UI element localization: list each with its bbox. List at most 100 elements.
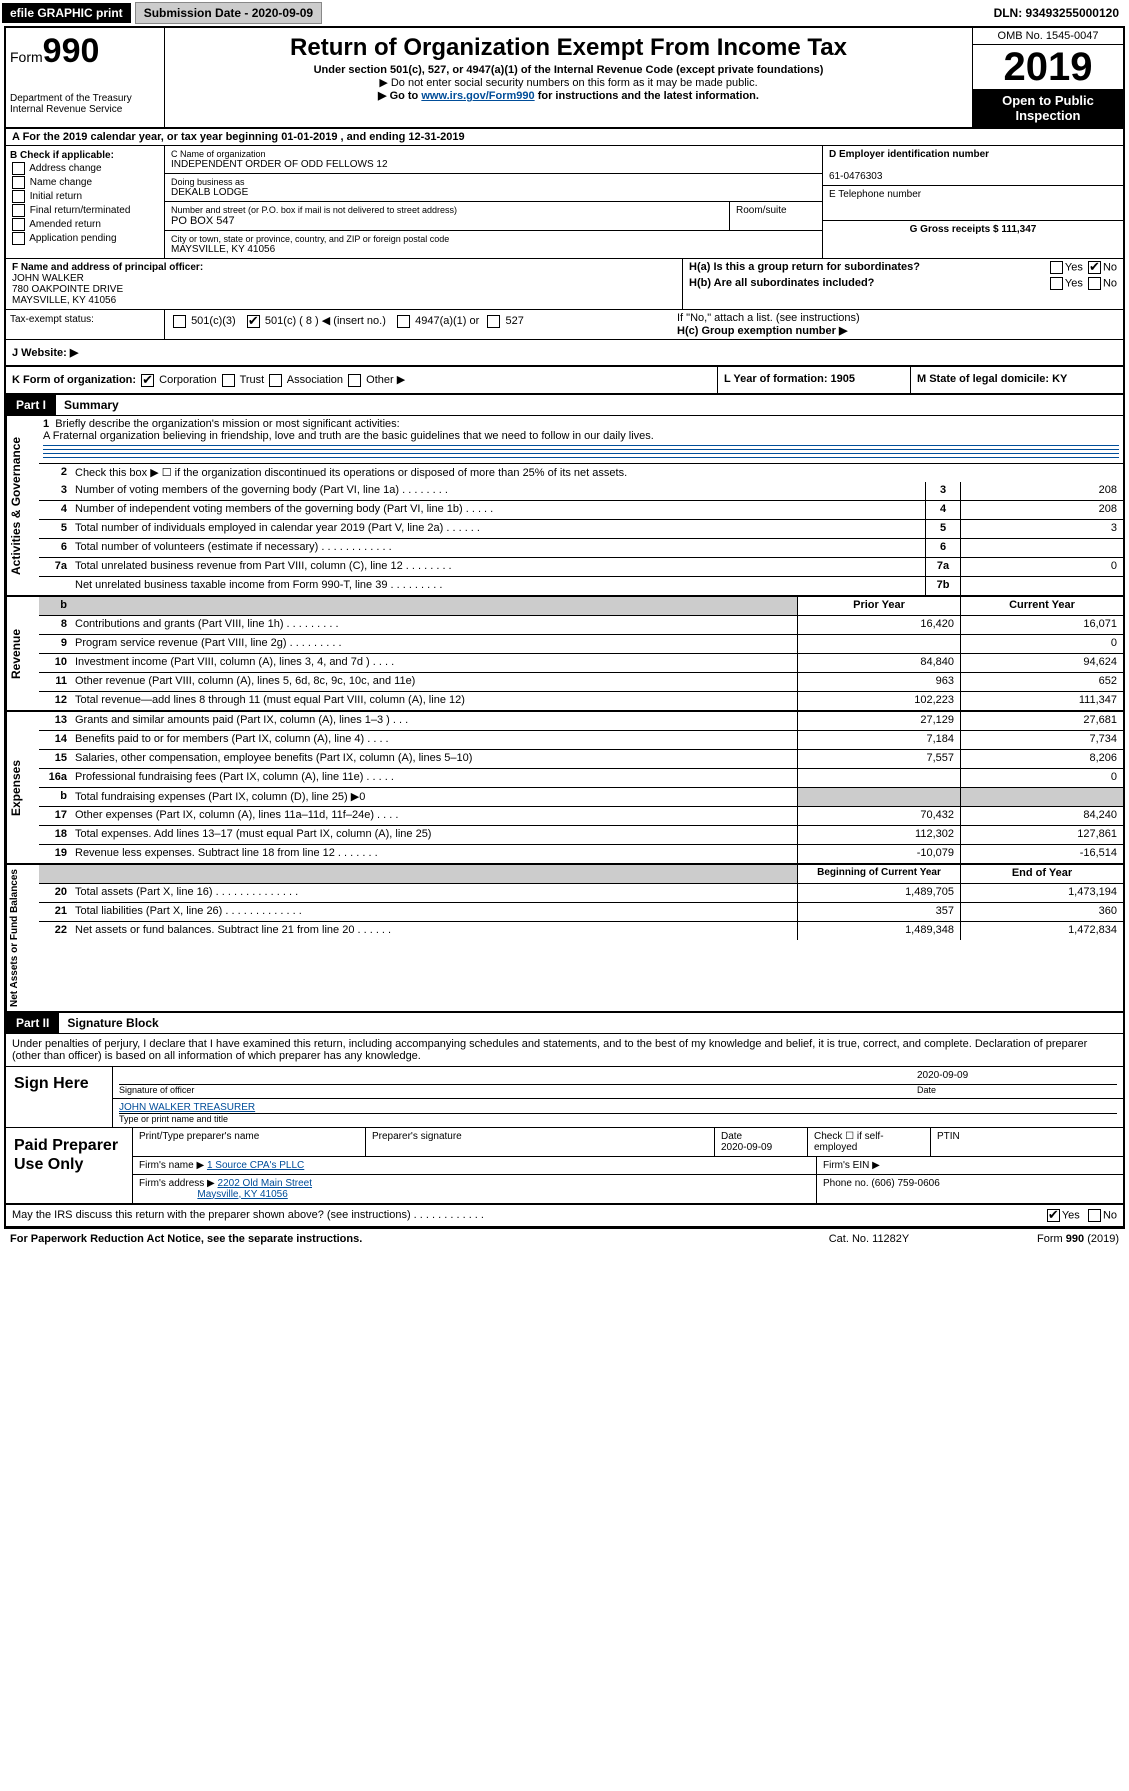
- line-num: 12: [39, 692, 71, 710]
- line-prior: [797, 788, 960, 806]
- firm-name-link[interactable]: 1 Source CPA's PLLC: [207, 1160, 304, 1171]
- opt-527[interactable]: 527: [505, 315, 523, 327]
- line-prior: 7,184: [797, 731, 960, 749]
- submission-date-button[interactable]: Submission Date - 2020-09-09: [135, 2, 322, 24]
- subtitle-2: ▶ Do not enter social security numbers o…: [169, 76, 968, 89]
- expenses-block: Expenses 13Grants and similar amounts pa…: [6, 712, 1123, 865]
- hb-yes[interactable]: Yes: [1065, 277, 1083, 289]
- check-amended[interactable]: Amended return: [10, 218, 160, 231]
- firm-addr1-link[interactable]: 2202 Old Main Street: [218, 1178, 313, 1189]
- row-a-period: A For the 2019 calendar year, or tax yea…: [6, 129, 1123, 146]
- section-f-h: F Name and address of principal officer:…: [6, 259, 1123, 310]
- k-assoc[interactable]: Association: [287, 374, 343, 386]
- line-box: 7a: [925, 558, 960, 576]
- line-num: 20: [39, 884, 71, 902]
- line-num: 4: [39, 501, 71, 519]
- ein-label: D Employer identification number: [829, 149, 989, 160]
- line-desc: Grants and similar amounts paid (Part IX…: [71, 712, 797, 730]
- sign-here-content: Signature of officer 2020-09-09 Date JOH…: [112, 1067, 1123, 1127]
- line-prior: 70,432: [797, 807, 960, 825]
- summary-line: 15Salaries, other compensation, employee…: [39, 750, 1123, 769]
- top-toolbar: efile GRAPHIC print Submission Date - 20…: [0, 0, 1129, 26]
- header-mid-cell: Return of Organization Exempt From Incom…: [165, 28, 972, 127]
- opt-501c[interactable]: 501(c) ( 8 ) ◀ (insert no.): [265, 315, 386, 327]
- line-curr: 16,071: [960, 616, 1123, 634]
- line-1-mission: 1 Briefly describe the organization's mi…: [39, 416, 1123, 464]
- firm-addr2-link[interactable]: Maysville, KY 41056: [197, 1189, 287, 1200]
- line-curr: 111,347: [960, 692, 1123, 710]
- line-num: 15: [39, 750, 71, 768]
- check-address-change[interactable]: Address change: [10, 162, 160, 175]
- hb-no[interactable]: No: [1103, 277, 1117, 289]
- footer-catno: Cat. No. 11282Y: [769, 1233, 969, 1245]
- hb-note: If "No," attach a list. (see instruction…: [677, 312, 1117, 324]
- line-num: 22: [39, 922, 71, 940]
- check-application-pending[interactable]: Application pending: [10, 232, 160, 245]
- form-header: Form990 Department of the Treasury Inter…: [6, 28, 1123, 129]
- k-trust[interactable]: Trust: [240, 374, 265, 386]
- officer-name-link[interactable]: JOHN WALKER TREASURER: [119, 1102, 1117, 1113]
- opt-501c3[interactable]: 501(c)(3): [191, 315, 236, 327]
- line-num: 17: [39, 807, 71, 825]
- ha-no[interactable]: No: [1103, 261, 1117, 273]
- firm-phone-value: Phone no. (606) 759-0606: [817, 1175, 1123, 1203]
- summary-line: 4Number of independent voting members of…: [39, 501, 1123, 520]
- irs-link[interactable]: www.irs.gov/Form990: [421, 90, 534, 102]
- h-right-notes: If "No," attach a list. (see instruction…: [671, 310, 1123, 339]
- line-desc: Total unrelated business revenue from Pa…: [71, 558, 925, 576]
- governance-content: 1 Briefly describe the organization's mi…: [39, 416, 1123, 595]
- line-prior: 1,489,705: [797, 884, 960, 902]
- section-b-c-d: B Check if applicable: Address change Na…: [6, 146, 1123, 259]
- line-desc: Program service revenue (Part VIII, line…: [71, 635, 797, 653]
- mission-label: Briefly describe the organization's miss…: [55, 418, 399, 430]
- opt-4947[interactable]: 4947(a)(1) or: [415, 315, 479, 327]
- discuss-yes[interactable]: Yes: [1062, 1209, 1080, 1221]
- tax-year: 2019: [973, 45, 1123, 89]
- officer-name: JOHN WALKER: [12, 273, 84, 284]
- col-curr-header: Current Year: [960, 597, 1123, 615]
- sig-date-value: 2020-09-09: [917, 1070, 1117, 1084]
- k-corp[interactable]: Corporation: [159, 374, 216, 386]
- efile-button[interactable]: efile GRAPHIC print: [2, 3, 131, 23]
- discuss-no[interactable]: No: [1103, 1209, 1117, 1221]
- line-num: 18: [39, 826, 71, 844]
- dln-label: DLN: 93493255000120: [994, 6, 1127, 20]
- line-prior: 27,129: [797, 712, 960, 730]
- part1-title: Summary: [56, 398, 119, 412]
- form-prefix: Form: [10, 49, 43, 65]
- line-curr: 0: [960, 769, 1123, 787]
- summary-line: 13Grants and similar amounts paid (Part …: [39, 712, 1123, 731]
- goto-suffix: for instructions and the latest informat…: [535, 90, 759, 102]
- check-self-employed[interactable]: Check ☐ if self-employed: [808, 1128, 931, 1156]
- line-num: 5: [39, 520, 71, 538]
- type-name-label: Type or print name and title: [119, 1113, 1117, 1124]
- line-2: 2 Check this box ▶ ☐ if the organization…: [39, 464, 1123, 482]
- preparer-row-2: Firm's name ▶ 1 Source CPA's PLLC Firm's…: [133, 1157, 1123, 1175]
- dba-cell: Doing business as DEKALB LODGE: [165, 174, 822, 202]
- summary-line: 8Contributions and grants (Part VIII, li…: [39, 616, 1123, 635]
- rev-header-row: b Prior Year Current Year: [39, 597, 1123, 616]
- check-final-return[interactable]: Final return/terminated: [10, 204, 160, 217]
- sig-date-label: Date: [917, 1084, 1117, 1095]
- line-prior: [797, 635, 960, 653]
- vert-governance: Activities & Governance: [6, 416, 39, 595]
- check-name-change[interactable]: Name change: [10, 176, 160, 189]
- line-desc: Net unrelated business taxable income fr…: [71, 577, 925, 595]
- summary-line: 11Other revenue (Part VIII, column (A), …: [39, 673, 1123, 692]
- summary-line: 7aTotal unrelated business revenue from …: [39, 558, 1123, 577]
- street-cell: Number and street (or P.O. box if mail i…: [165, 202, 730, 230]
- line-desc: Total number of individuals employed in …: [71, 520, 925, 538]
- header-right-cell: OMB No. 1545-0047 2019 Open to Public In…: [972, 28, 1123, 127]
- line-box: 7b: [925, 577, 960, 595]
- subtitle-3: ▶ Go to www.irs.gov/Form990 for instruct…: [169, 89, 968, 102]
- k-other[interactable]: Other ▶: [366, 374, 405, 386]
- check-initial-return[interactable]: Initial return: [10, 190, 160, 203]
- header-left-cell: Form990 Department of the Treasury Inter…: [6, 28, 165, 127]
- summary-line: 18Total expenses. Add lines 13–17 (must …: [39, 826, 1123, 845]
- sig-officer-label: Signature of officer: [119, 1084, 917, 1095]
- form-title: Return of Organization Exempt From Incom…: [169, 34, 968, 62]
- officer-name-line: JOHN WALKER TREASURER Type or print name…: [113, 1099, 1123, 1127]
- ha-yes[interactable]: Yes: [1065, 261, 1083, 273]
- summary-line: 14Benefits paid to or for members (Part …: [39, 731, 1123, 750]
- street-row: Number and street (or P.O. box if mail i…: [165, 202, 822, 231]
